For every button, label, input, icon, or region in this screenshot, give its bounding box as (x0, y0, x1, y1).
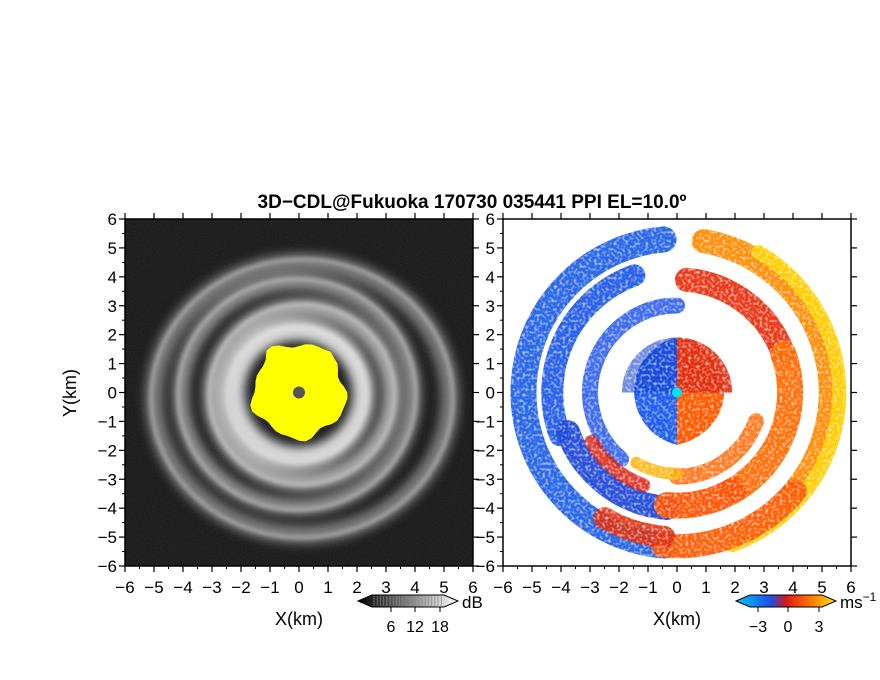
colorbar-unit-left: dB (462, 593, 483, 612)
reflectivity-ring (145, 253, 459, 544)
x-tick-label: 1 (323, 578, 332, 597)
colorbar-tick-label: 0 (784, 619, 793, 636)
y-tick-label: −6 (98, 557, 117, 576)
y-tick-label: 5 (108, 239, 117, 258)
x-tick-label: −6 (115, 578, 134, 597)
reflectivity-ring (203, 298, 401, 491)
reflectivity-ring (173, 273, 421, 516)
y-tick-label: 1 (486, 355, 495, 374)
y-tick-label: 4 (108, 268, 117, 287)
reflectivity-ring-edge (149, 257, 455, 540)
y-tick-label: −5 (476, 528, 495, 547)
x-tick-label: 1 (701, 578, 710, 597)
colorbar-tick-label: 3 (815, 619, 824, 636)
velocity-panel: −6 −5 −4 −3 −2 −1 0 1 2 3 4 5 6 6 5 4 3 2 1 0 −1 −2 −3 −4 −5 −6 X… (476, 210, 877, 636)
y-tick-label: 0 (486, 384, 495, 403)
y-tick-label: −4 (476, 499, 495, 518)
y-tick-label: −2 (98, 441, 117, 460)
x-axis-label-left: X(km) (275, 609, 323, 629)
x-tick-label: 5 (439, 578, 448, 597)
y-tick-label: 4 (486, 268, 495, 287)
colorbar-unit-right: ms−1 (840, 590, 877, 612)
y-tick-label: 6 (108, 210, 117, 229)
y-tick-label: −1 (98, 412, 117, 431)
inner-bright-ring (226, 320, 372, 465)
velocity-axes: −6 −5 −4 −3 −2 −1 0 1 2 3 4 5 6 6 5 4 3 2 1 0 −1 −2 −3 −4 −5 −6 (476, 210, 857, 597)
x-tick-label: −5 (144, 578, 163, 597)
reflectivity-ring-edge (225, 325, 369, 464)
colorbar-tick-label: 12 (406, 619, 424, 636)
x-tick-label: −4 (173, 578, 192, 597)
x-tick-label: −3 (202, 578, 221, 597)
reflectivity-ring-edge (176, 277, 418, 512)
velocity-field (503, 219, 851, 566)
x-tick-label: −6 (493, 578, 512, 597)
y-tick-label: 3 (486, 297, 495, 316)
y-tick-label: 3 (108, 297, 117, 316)
velocity-colorbar: ms−1 −3 0 3 (734, 590, 877, 636)
x-tick-label: 0 (294, 578, 303, 597)
y-tick-label: −3 (476, 470, 495, 489)
y-tick-label: 2 (486, 326, 495, 345)
x-tick-label: 4 (410, 578, 419, 597)
x-tick-label: 4 (788, 578, 797, 597)
x-axis-label-right: X(km) (653, 609, 701, 629)
x-tick-label: 3 (381, 578, 390, 597)
y-tick-label: 1 (108, 355, 117, 374)
x-tick-label: 3 (759, 578, 768, 597)
y-tick-label: −6 (476, 557, 495, 576)
x-tick-label: 2 (730, 578, 739, 597)
y-tick-label: −2 (476, 441, 495, 460)
y-tick-label: −4 (98, 499, 117, 518)
reflectivity-axes: −6 −5 −4 −3 −2 −1 0 1 2 3 4 5 6 6 5 4 3 2 1 0 −1 −2 −3 −4 −5 −6 (98, 210, 479, 597)
reflectivity-ring-edge (207, 302, 397, 487)
x-tick-label: −4 (551, 578, 570, 597)
x-tick-label: −1 (638, 578, 657, 597)
x-tick-label: −2 (609, 578, 628, 597)
x-tick-label: −3 (580, 578, 599, 597)
y-tick-label: 0 (108, 384, 117, 403)
y-tick-label: −5 (98, 528, 117, 547)
x-tick-label: 5 (817, 578, 826, 597)
chart-title: 3D−CDL@Fukuoka 170730 035441 PPI EL=10.0… (258, 192, 687, 213)
colorbar-tick-label: 6 (387, 619, 396, 636)
reflectivity-colorbar: dB 6 12 18 (356, 593, 483, 636)
y-axis-label: Y(km) (60, 369, 80, 417)
colorbar-tick-label: 18 (431, 619, 449, 636)
reflectivity-field (125, 219, 473, 566)
x-tick-label: 6 (846, 578, 855, 597)
x-tick-label: 2 (352, 578, 361, 597)
y-tick-label: −3 (98, 470, 117, 489)
x-tick-label: −1 (260, 578, 279, 597)
y-tick-label: 6 (486, 210, 495, 229)
radar-site-marker (293, 386, 305, 399)
radar-site-marker (672, 387, 682, 398)
y-tick-label: 2 (108, 326, 117, 345)
x-tick-label: 0 (672, 578, 681, 597)
y-tick-label: 5 (486, 239, 495, 258)
x-tick-label: −5 (522, 578, 541, 597)
x-tick-label: −2 (231, 578, 250, 597)
y-tick-label: −1 (476, 412, 495, 431)
x-tick-label: 6 (468, 578, 477, 597)
colorbar-tick-label: −3 (749, 619, 767, 636)
